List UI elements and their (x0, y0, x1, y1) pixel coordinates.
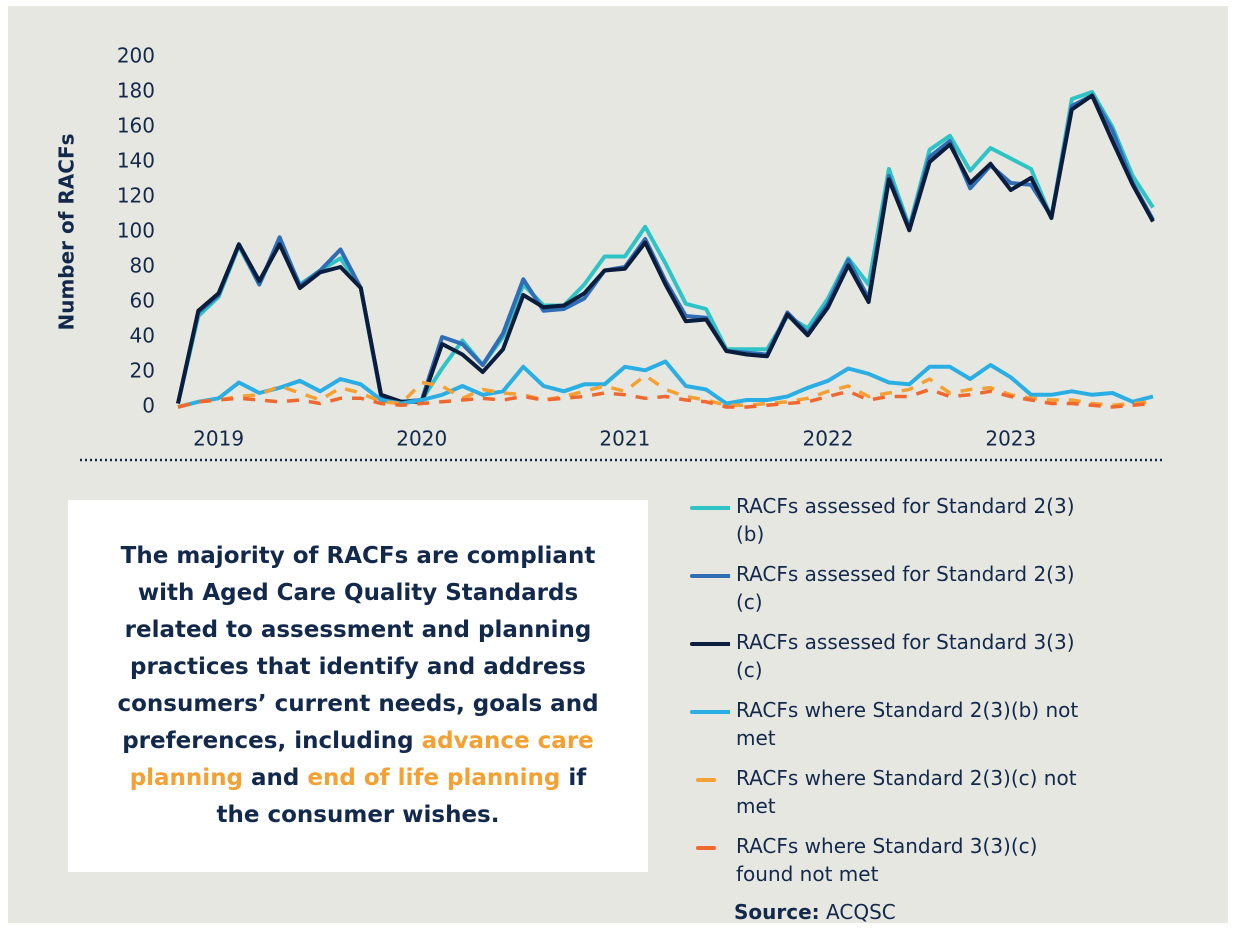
y-tick-label: 160 (117, 114, 155, 138)
y-tick-label: 180 (117, 79, 155, 103)
y-tick-label: 60 (130, 289, 155, 313)
source-label: Source: (734, 900, 820, 924)
legend-label: RACFs assessed for Standard 3(3)(c) (736, 630, 1075, 682)
callout-segment: and (243, 765, 308, 791)
highlight-text: advance care planning (129, 728, 594, 791)
y-tick-label: 100 (117, 219, 155, 243)
legend-item: RACFs assessed for Standard 2(3)(c) (690, 560, 1190, 616)
chart: Number of RACFs 0 20 40 60 80 100 120 140 160 180… (55, 44, 1162, 462)
x-tick-label: 2020 (396, 427, 447, 451)
legend: RACFs assessed for Standard 2(3)(b) RACFs… (690, 492, 1190, 924)
y-tick-label: 0 (142, 394, 155, 418)
source-text: ACQSC (826, 900, 896, 924)
legend-label: RACFs assessed for Standard 2(3)(c) (736, 562, 1075, 614)
x-tick-label: 2019 (193, 427, 244, 451)
y-tick-label: 40 (130, 324, 155, 348)
series-line (176, 90, 1155, 404)
y-tick-label: 200 (117, 44, 155, 68)
legend-item: RACFs where Standard 3(3)(c) found not m… (690, 832, 1190, 888)
x-tick-label: 2023 (985, 427, 1036, 451)
legend-swatch (690, 506, 730, 510)
y-tick-label: 120 (117, 184, 155, 208)
source-note: Source: ACQSC (734, 900, 1190, 924)
legend-swatch (690, 642, 730, 646)
callout-segment: The majority of RACFs are compliant with… (117, 543, 599, 754)
series-line (176, 93, 1155, 404)
highlight-text: end of life planning (307, 765, 561, 791)
x-tick-label: 2021 (599, 427, 650, 451)
legend-label: RACFs where Standard 2(3)(b) not met (736, 698, 1079, 750)
legend-swatch (696, 778, 716, 782)
legend-swatch (696, 846, 716, 850)
legend-item: RACFs assessed for Standard 2(3)(b) (690, 492, 1190, 548)
callout-segment: if the consumer wishes. (216, 765, 587, 828)
legend-item: RACFs where Standard 2(3)(c) not met (690, 764, 1190, 820)
legend-item: RACFs where Standard 2(3)(b) not met (690, 696, 1190, 752)
x-tick-label: 2022 (803, 427, 854, 451)
y-tick-label: 80 (130, 254, 155, 278)
series-line (177, 387, 1154, 409)
y-tick-label: 140 (117, 149, 155, 173)
legend-swatch (690, 710, 730, 714)
y-tick-label: 20 (130, 359, 155, 383)
legend-swatch (690, 574, 730, 578)
y-axis-title: Number of RACFs (55, 133, 79, 330)
series-line (176, 93, 1155, 404)
callout-text: The majority of RACFs are compliant with… (108, 538, 608, 834)
legend-label: RACFs assessed for Standard 2(3)(b) (736, 494, 1075, 546)
series-line (177, 373, 1154, 409)
legend-item: RACFs assessed for Standard 3(3)(c) (690, 628, 1190, 684)
legend-label: RACFs where Standard 2(3)(c) not met (736, 766, 1077, 818)
legend-label: RACFs where Standard 3(3)(c) found not m… (736, 834, 1038, 886)
callout-box: The majority of RACFs are compliant with… (68, 500, 648, 872)
series-line (177, 359, 1154, 409)
